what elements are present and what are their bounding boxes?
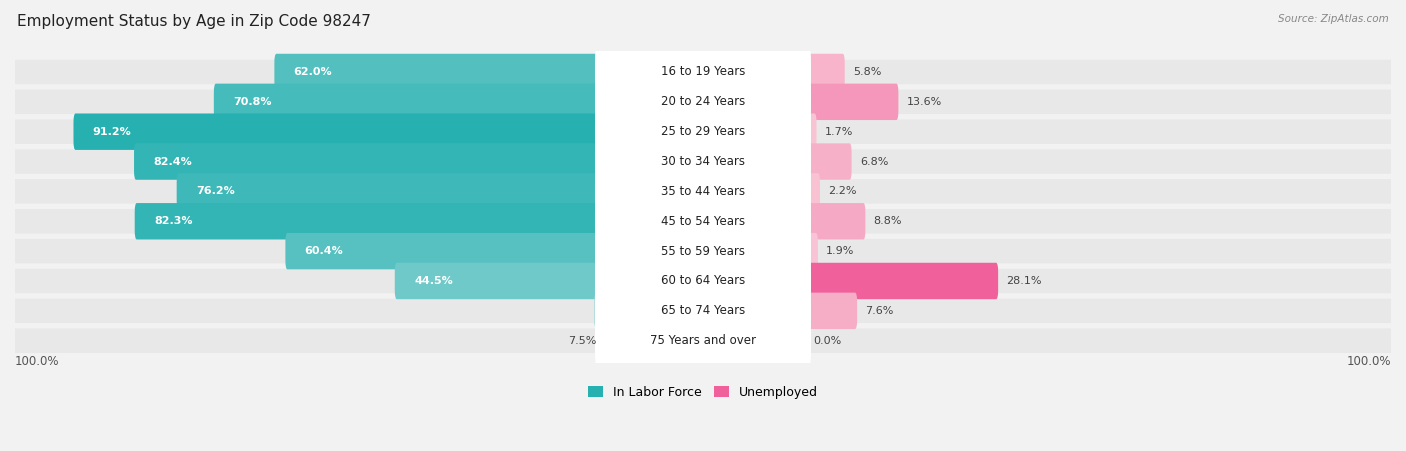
Text: Source: ZipAtlas.com: Source: ZipAtlas.com (1278, 14, 1389, 23)
Text: 25 to 29 Years: 25 to 29 Years (661, 125, 745, 138)
FancyBboxPatch shape (15, 120, 1391, 144)
FancyBboxPatch shape (595, 207, 811, 295)
Text: 62.0%: 62.0% (294, 67, 332, 77)
FancyBboxPatch shape (15, 149, 1391, 174)
Text: 13.6%: 13.6% (907, 97, 942, 107)
FancyBboxPatch shape (15, 179, 1391, 204)
Text: 20 to 24 Years: 20 to 24 Years (661, 95, 745, 108)
FancyBboxPatch shape (15, 60, 1391, 84)
Text: 60.4%: 60.4% (305, 246, 343, 256)
Text: 44.5%: 44.5% (413, 276, 453, 286)
FancyBboxPatch shape (15, 299, 1391, 323)
FancyBboxPatch shape (800, 143, 852, 180)
FancyBboxPatch shape (800, 83, 898, 120)
FancyBboxPatch shape (595, 118, 811, 205)
Text: 70.8%: 70.8% (233, 97, 271, 107)
FancyBboxPatch shape (595, 297, 811, 384)
FancyBboxPatch shape (15, 90, 1391, 114)
FancyBboxPatch shape (800, 114, 817, 150)
Text: 76.2%: 76.2% (195, 186, 235, 197)
FancyBboxPatch shape (800, 203, 865, 239)
Text: 100.0%: 100.0% (1347, 354, 1391, 368)
Text: 30 to 34 Years: 30 to 34 Years (661, 155, 745, 168)
FancyBboxPatch shape (595, 267, 811, 354)
Text: 82.3%: 82.3% (155, 216, 193, 226)
FancyBboxPatch shape (800, 54, 845, 90)
FancyBboxPatch shape (395, 263, 606, 299)
FancyBboxPatch shape (595, 178, 811, 265)
Text: 35 to 44 Years: 35 to 44 Years (661, 185, 745, 198)
FancyBboxPatch shape (595, 148, 811, 235)
Text: 6.8%: 6.8% (860, 156, 889, 166)
FancyBboxPatch shape (800, 293, 858, 329)
Text: 16 to 19 Years: 16 to 19 Years (661, 65, 745, 78)
FancyBboxPatch shape (595, 58, 811, 146)
FancyBboxPatch shape (285, 233, 606, 269)
Legend: In Labor Force, Unemployed: In Labor Force, Unemployed (583, 381, 823, 404)
FancyBboxPatch shape (15, 328, 1391, 353)
Text: 55 to 59 Years: 55 to 59 Years (661, 244, 745, 258)
FancyBboxPatch shape (214, 83, 606, 120)
Text: 65 to 74 Years: 65 to 74 Years (661, 304, 745, 318)
FancyBboxPatch shape (134, 143, 606, 180)
Text: 2.2%: 2.2% (828, 186, 856, 197)
Text: 91.2%: 91.2% (93, 127, 132, 137)
Text: Employment Status by Age in Zip Code 98247: Employment Status by Age in Zip Code 982… (17, 14, 371, 28)
FancyBboxPatch shape (135, 203, 606, 239)
FancyBboxPatch shape (800, 263, 998, 299)
FancyBboxPatch shape (595, 293, 606, 329)
FancyBboxPatch shape (595, 88, 811, 175)
Text: 60 to 64 Years: 60 to 64 Years (661, 275, 745, 287)
Text: 82.4%: 82.4% (153, 156, 193, 166)
FancyBboxPatch shape (800, 173, 820, 210)
FancyBboxPatch shape (274, 54, 606, 90)
Text: 100.0%: 100.0% (15, 354, 59, 368)
Text: 7.5%: 7.5% (568, 336, 596, 346)
FancyBboxPatch shape (15, 239, 1391, 263)
FancyBboxPatch shape (595, 28, 811, 115)
Text: 45 to 54 Years: 45 to 54 Years (661, 215, 745, 228)
Text: 5.8%: 5.8% (853, 67, 882, 77)
FancyBboxPatch shape (15, 209, 1391, 234)
FancyBboxPatch shape (177, 173, 606, 210)
Text: 15.5%: 15.5% (613, 306, 652, 316)
Text: 75 Years and over: 75 Years and over (650, 334, 756, 347)
FancyBboxPatch shape (800, 233, 818, 269)
Text: 8.8%: 8.8% (873, 216, 903, 226)
Text: 1.7%: 1.7% (825, 127, 853, 137)
Text: 28.1%: 28.1% (1007, 276, 1042, 286)
Text: 1.9%: 1.9% (827, 246, 855, 256)
FancyBboxPatch shape (595, 237, 811, 325)
FancyBboxPatch shape (15, 269, 1391, 293)
FancyBboxPatch shape (73, 114, 606, 150)
Text: 0.0%: 0.0% (813, 336, 841, 346)
Text: 7.6%: 7.6% (865, 306, 894, 316)
